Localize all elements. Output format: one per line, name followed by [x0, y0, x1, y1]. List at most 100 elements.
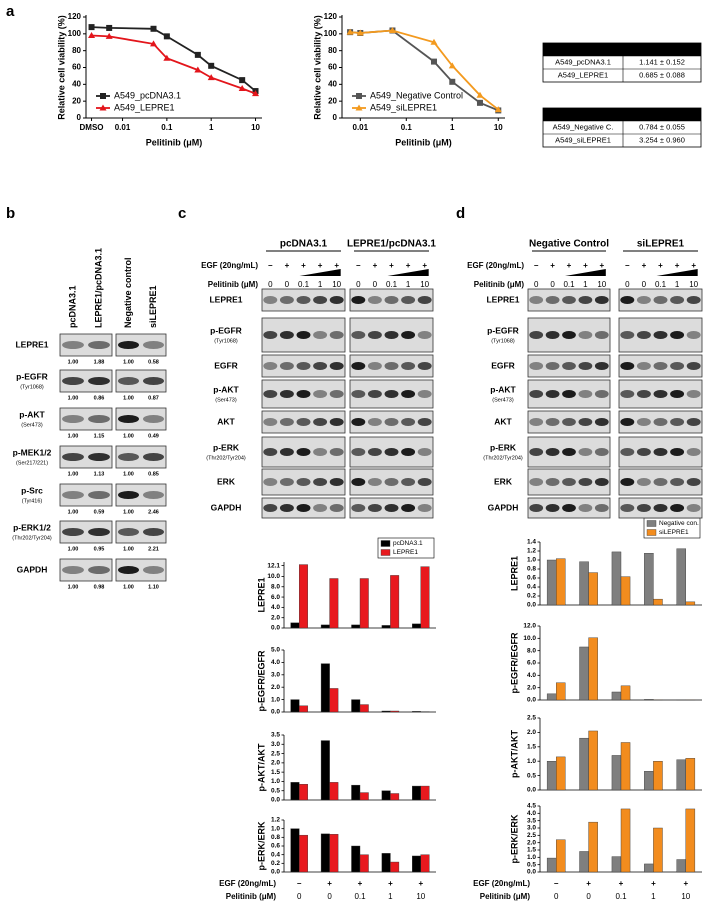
bar — [556, 756, 566, 791]
blot-band — [279, 448, 294, 456]
y-tick-label: 0.0 — [271, 709, 280, 716]
pelitinib-dose: 10 — [332, 280, 341, 289]
blot-band — [578, 296, 593, 304]
bar — [556, 558, 566, 606]
blot-column-label: pcDNA3.1 — [67, 285, 77, 328]
bar — [420, 785, 430, 801]
blot-band — [636, 296, 651, 304]
bar — [381, 710, 391, 713]
marker — [476, 91, 484, 98]
y-tick-label: 120 — [324, 12, 338, 21]
marker — [163, 33, 170, 40]
blot-band — [578, 448, 593, 456]
blot-row-label: p-ERK1/2 — [13, 522, 51, 532]
y-tick-label: 2.5 — [271, 750, 280, 757]
y-tick-label: 0.8 — [271, 834, 280, 841]
bar — [579, 646, 589, 701]
y-tick-label: 20 — [328, 96, 337, 105]
y-tick-label: 0.5 — [527, 861, 536, 868]
blot-box — [59, 483, 113, 507]
blot-row-label: p-EGFR — [16, 371, 48, 381]
bar — [390, 793, 400, 801]
bar — [611, 856, 622, 873]
band-quant: 1.00 — [68, 584, 79, 590]
blot-band — [296, 478, 311, 486]
y-tick-label: 0.4 — [271, 851, 280, 858]
blot-row-site: (Ser473) — [492, 397, 514, 403]
bar — [685, 601, 696, 606]
blot-band — [279, 331, 294, 339]
table-cell: 0.784 ± 0.055 — [639, 122, 685, 131]
band-quant: 1.00 — [68, 359, 79, 365]
blot-band — [367, 390, 382, 398]
blot-band — [88, 341, 110, 349]
band-quant: 1.00 — [123, 471, 134, 477]
band-quant: 1.00 — [123, 584, 134, 590]
bar — [381, 853, 391, 873]
blot-band — [401, 331, 416, 339]
y-tick-label: 0.6 — [271, 843, 280, 850]
blot-band — [636, 504, 651, 512]
legend-label: LEPRE1 — [393, 549, 418, 556]
blot-band — [529, 296, 544, 304]
pelitinib-dose: 10 — [689, 280, 698, 289]
blot-band — [296, 331, 311, 339]
y-axis-title: LEPRE1 — [256, 577, 266, 612]
table-header-bg — [543, 43, 701, 56]
blot-row-label: EGFR — [214, 360, 238, 370]
blot-row-label: GAPDH — [211, 502, 242, 512]
marker — [207, 74, 215, 81]
bar — [320, 663, 330, 713]
bar — [611, 691, 622, 701]
blot-row-label: LEPRE1 — [486, 294, 519, 304]
blot-box — [115, 520, 167, 544]
y-tick-label: 0.5 — [271, 787, 280, 794]
egf-label: EGF (20ng/mL) — [467, 261, 524, 270]
pelitinib-label: Pelitinib (μM) — [474, 280, 525, 289]
blot-row-site: (Tyr1068) — [20, 384, 44, 390]
band-quant: 0.85 — [148, 471, 159, 477]
bar — [579, 851, 589, 873]
y-axis-title: p-EGFR/EGFR — [509, 632, 519, 693]
table-header-part: (μM) — [660, 109, 678, 118]
blot-band — [545, 478, 560, 486]
y-tick-label: 0 — [77, 113, 82, 122]
table-header: Pelitinib — [568, 109, 598, 118]
blot-band — [529, 418, 544, 426]
egf-sign: + — [642, 261, 647, 270]
band-quant: 0.87 — [148, 395, 159, 401]
egf-sign: – — [534, 261, 539, 270]
blot-band — [367, 448, 382, 456]
blot-band — [401, 448, 416, 456]
y-tick-label: 1.2 — [527, 548, 536, 555]
blot-band — [62, 528, 84, 536]
blot-band — [118, 377, 139, 385]
blot-band — [562, 504, 576, 512]
y-tick-label: 1.5 — [527, 744, 536, 751]
y-tick-label: 0.2 — [271, 860, 280, 867]
blot-row-site: (Thr202/Tyr204) — [206, 455, 246, 461]
blot-band — [670, 504, 685, 512]
blot-band — [351, 448, 366, 456]
table-header-part: IC — [647, 44, 655, 53]
egf-sign: + — [373, 261, 378, 270]
bar — [653, 827, 663, 873]
blot-band — [594, 418, 609, 426]
y-axis-title: p-AKT/AKT — [509, 730, 519, 778]
y-tick-label: 6.0 — [527, 660, 536, 667]
blot-band — [562, 390, 576, 398]
blot-band — [636, 448, 651, 456]
blot-band — [118, 341, 139, 349]
blot-band — [62, 341, 84, 349]
y-tick-label: 10.0 — [523, 635, 536, 642]
bar — [620, 742, 631, 791]
blot-band — [653, 390, 668, 398]
pelitinib-dose: 10 — [681, 892, 690, 901]
dose-wedge — [299, 269, 341, 276]
y-tick-label: 60 — [72, 63, 81, 72]
blot-band — [529, 504, 544, 512]
legend-swatch — [646, 529, 657, 536]
x-tick-label: 10 — [251, 123, 260, 132]
dose-wedge — [565, 269, 606, 276]
blot-row-site: (Ser473) — [21, 422, 43, 428]
